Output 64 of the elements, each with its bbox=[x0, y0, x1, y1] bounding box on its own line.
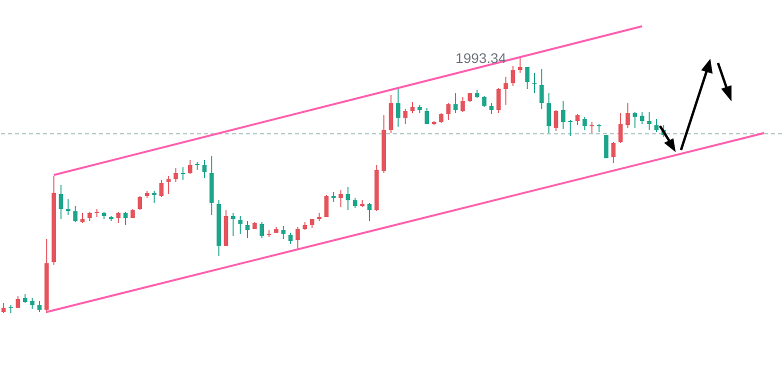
candlestick bbox=[58, 184, 64, 220]
candlestick bbox=[654, 118, 659, 133]
candlestick bbox=[510, 65, 516, 86]
candlestick bbox=[554, 109, 558, 132]
candlestick bbox=[288, 232, 293, 244]
candlestick bbox=[582, 116, 587, 130]
candlestick bbox=[532, 72, 537, 94]
candlestick bbox=[439, 112, 444, 124]
candlestick bbox=[424, 107, 430, 125]
candlestick bbox=[159, 179, 164, 198]
candlestick bbox=[123, 211, 128, 226]
candlestick bbox=[166, 176, 171, 194]
candlestick bbox=[590, 122, 594, 134]
candlestick bbox=[174, 168, 178, 182]
candlestick bbox=[66, 198, 70, 216]
candlestick bbox=[546, 92, 551, 134]
candlestick bbox=[496, 87, 501, 114]
candlestick bbox=[575, 114, 580, 126]
candlestick bbox=[518, 56, 522, 74]
candlestick bbox=[367, 202, 372, 222]
candlestick bbox=[260, 222, 264, 238]
candlestick bbox=[632, 112, 638, 128]
candlestick bbox=[403, 108, 408, 125]
candlestick bbox=[396, 86, 400, 128]
candlestick bbox=[37, 300, 42, 312]
candlestick bbox=[231, 212, 236, 236]
candlestick bbox=[238, 215, 242, 234]
annotation: 1993.34 bbox=[456, 50, 506, 66]
candlestick bbox=[460, 96, 465, 113]
candlestick bbox=[88, 211, 92, 222]
candlestick bbox=[281, 225, 286, 240]
candlestick bbox=[138, 196, 142, 211]
candlestick bbox=[296, 226, 300, 251]
candlestick bbox=[152, 190, 156, 204]
candlestick bbox=[568, 119, 573, 137]
candlestick bbox=[446, 102, 451, 120]
candlestick bbox=[331, 191, 336, 202]
candlestick bbox=[561, 100, 566, 130]
candlestick bbox=[453, 92, 458, 114]
candlestick bbox=[352, 198, 358, 209]
candlestick bbox=[626, 102, 630, 128]
candlestick bbox=[618, 112, 623, 144]
candlestick bbox=[73, 205, 78, 223]
candlestick bbox=[1, 302, 6, 314]
candlestick bbox=[338, 190, 343, 208]
candlestick bbox=[116, 211, 121, 224]
candlestick bbox=[525, 66, 530, 90]
candlestick bbox=[489, 102, 494, 115]
candlestick bbox=[30, 297, 34, 310]
candlestick bbox=[188, 159, 192, 174]
candlestick bbox=[504, 76, 508, 106]
candlestick bbox=[324, 194, 329, 218]
candlestick bbox=[202, 159, 207, 179]
candlestick bbox=[245, 220, 250, 238]
candlestick bbox=[16, 296, 20, 308]
candlestick bbox=[647, 112, 652, 130]
candlestick bbox=[80, 212, 85, 224]
candlestick bbox=[640, 112, 644, 125]
candlestick bbox=[540, 68, 544, 110]
candlestick bbox=[604, 134, 608, 159]
candlestick bbox=[611, 141, 616, 164]
candlestick bbox=[346, 186, 350, 211]
candlestick bbox=[482, 95, 486, 108]
candlestick bbox=[410, 102, 415, 114]
